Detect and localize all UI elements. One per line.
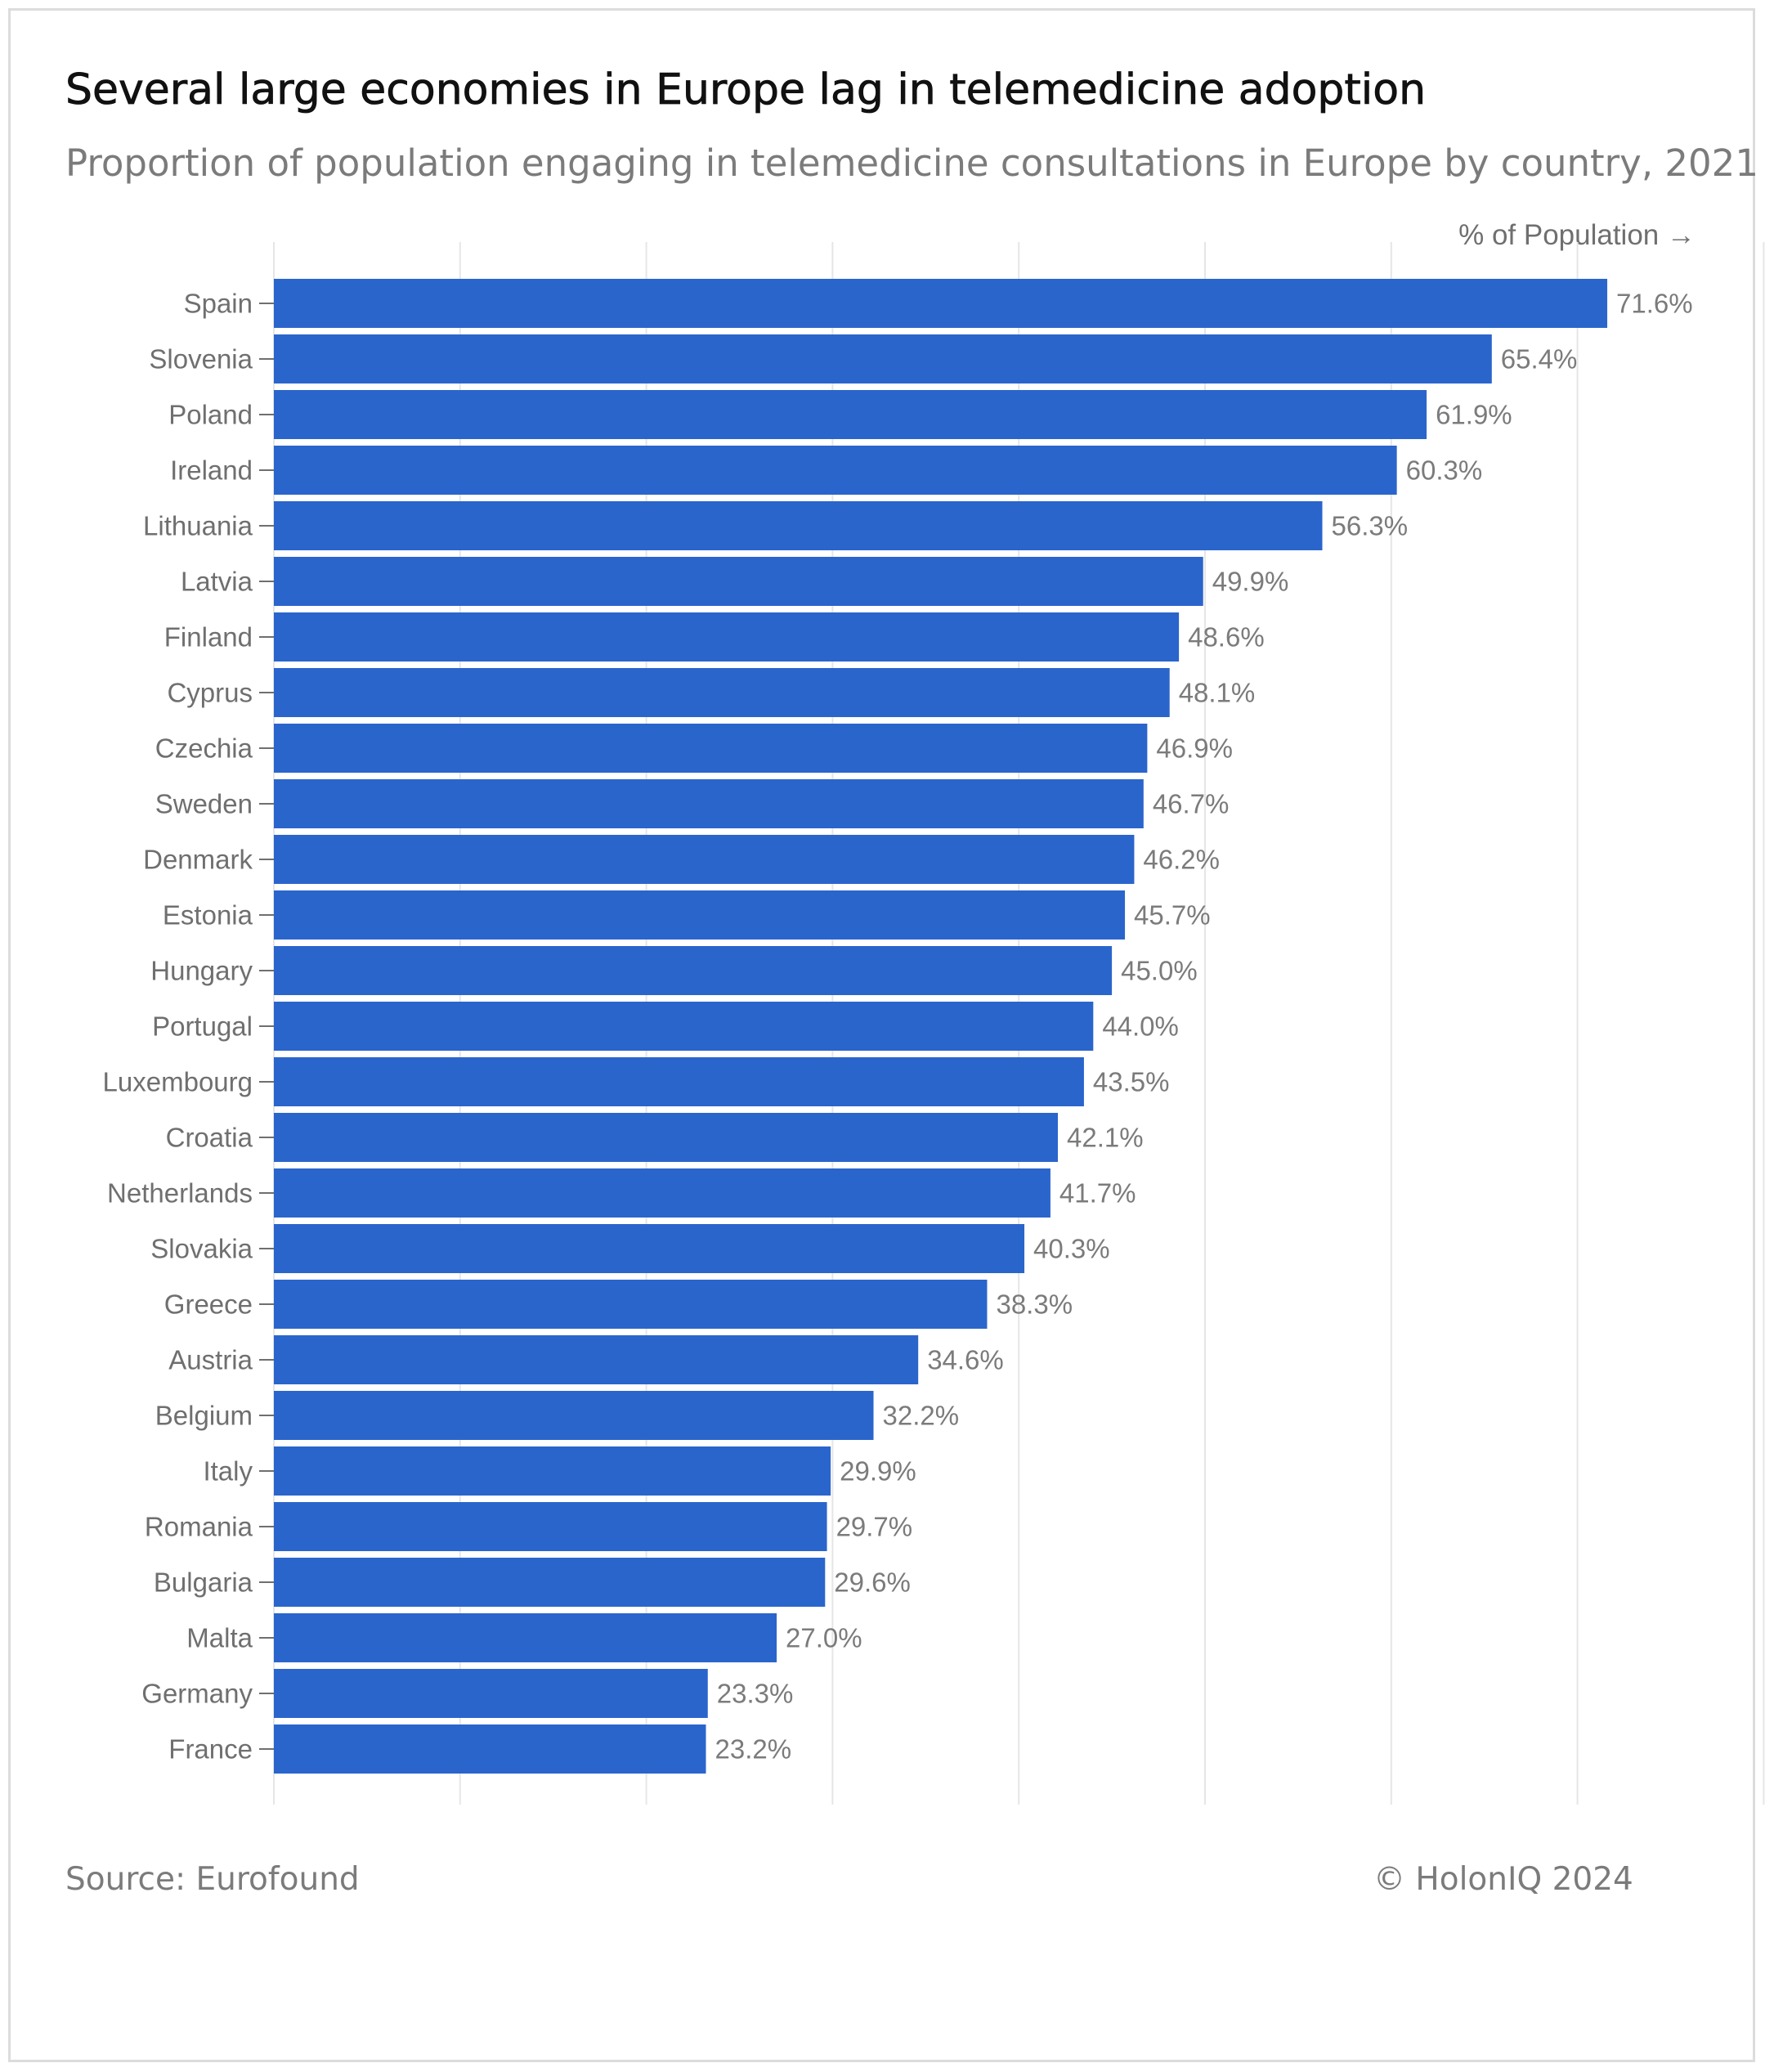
bar-estonia: [274, 890, 1126, 940]
category-ticks: [259, 303, 274, 1750]
category-label: Croatia: [166, 1123, 253, 1153]
category-label: Latvia: [181, 567, 253, 597]
bar-greece: [274, 1280, 988, 1329]
category-label: Germany: [141, 1679, 253, 1709]
bar-malta: [274, 1613, 777, 1662]
category-label: Denmark: [143, 845, 253, 875]
chart-frame: [8, 8, 1755, 2062]
category-label: Romania: [145, 1512, 253, 1542]
value-label: 48.6%: [1188, 622, 1265, 653]
category-label: Czechia: [155, 733, 253, 764]
category-label: Sweden: [155, 789, 253, 819]
value-label: 44.0%: [1102, 1011, 1179, 1042]
bar-germany: [274, 1669, 708, 1718]
category-label: Malta: [186, 1623, 253, 1653]
bar-netherlands: [274, 1168, 1050, 1218]
value-label: 34.6%: [927, 1345, 1004, 1375]
bar-italy: [274, 1446, 831, 1496]
bar-sweden: [274, 779, 1144, 828]
value-label: 46.7%: [1153, 789, 1230, 819]
value-label: 43.5%: [1093, 1067, 1170, 1097]
bar-ireland: [274, 446, 1397, 495]
bar-hungary: [274, 946, 1113, 995]
value-label: 48.1%: [1179, 678, 1256, 708]
value-label: 71.6%: [1616, 289, 1693, 319]
category-label: Cyprus: [167, 678, 253, 708]
bar-lithuania: [274, 501, 1323, 550]
value-label: 46.2%: [1143, 845, 1220, 875]
category-label: Slovakia: [150, 1234, 253, 1264]
bar-slovakia: [274, 1224, 1025, 1273]
category-label: Slovenia: [149, 344, 253, 374]
category-label: Spain: [184, 289, 253, 319]
category-label: Netherlands: [107, 1178, 253, 1209]
category-label: Finland: [164, 622, 253, 653]
bar-finland: [274, 612, 1180, 662]
value-label: 29.6%: [834, 1567, 911, 1598]
bar-denmark: [274, 835, 1135, 884]
bars: [274, 279, 1608, 1774]
value-label: 40.3%: [1033, 1234, 1110, 1264]
value-label: 38.3%: [996, 1289, 1073, 1320]
category-label: Bulgaria: [154, 1567, 253, 1598]
category-label: Greece: [164, 1289, 253, 1320]
category-label: Ireland: [170, 455, 253, 486]
value-label: 45.0%: [1121, 956, 1198, 986]
value-label: 46.9%: [1156, 733, 1233, 764]
value-label: 32.2%: [883, 1401, 960, 1431]
chart-subtitle: Proportion of population engaging in tel…: [65, 141, 1758, 185]
chart-title: Several large economies in Europe lag in…: [65, 65, 1427, 115]
category-label: Lithuania: [143, 511, 253, 541]
copyright-note: © HolonIQ 2024: [1373, 1861, 1633, 1898]
category-label: Luxembourg: [103, 1067, 253, 1097]
value-label: 56.3%: [1332, 511, 1409, 541]
value-label: 45.7%: [1134, 900, 1211, 931]
value-label: 65.4%: [1501, 344, 1578, 374]
bar-france: [274, 1724, 706, 1774]
labels: Spain 71.6% Slovenia 65.4% Poland 61.9% Irelan…: [103, 289, 1693, 1765]
bar-slovenia: [274, 334, 1492, 383]
value-label: 41.7%: [1059, 1178, 1136, 1209]
value-label: 29.7%: [836, 1512, 913, 1542]
value-label: 49.9%: [1212, 567, 1289, 597]
bar-belgium: [274, 1391, 874, 1440]
category-label: Belgium: [155, 1401, 253, 1431]
bar-cyprus: [274, 668, 1170, 717]
value-label: 60.3%: [1406, 455, 1483, 486]
bar-luxembourg: [274, 1057, 1084, 1106]
category-label: Estonia: [163, 900, 253, 931]
bar-poland: [274, 390, 1427, 439]
category-label: Hungary: [150, 956, 253, 986]
value-label: 23.2%: [715, 1734, 791, 1765]
value-label: 27.0%: [786, 1623, 862, 1653]
bar-romania: [274, 1502, 827, 1551]
bar-spain: [274, 279, 1608, 328]
bar-croatia: [274, 1113, 1059, 1162]
source-note: Source: Eurofound: [65, 1861, 360, 1898]
category-label: Italy: [203, 1456, 253, 1487]
category-label: Austria: [168, 1345, 253, 1375]
category-label: Poland: [168, 400, 253, 430]
value-label: 42.1%: [1067, 1123, 1144, 1153]
bar-austria: [274, 1335, 919, 1384]
value-label: 29.9%: [840, 1456, 916, 1487]
category-label: France: [168, 1734, 253, 1765]
category-label: Portugal: [152, 1011, 253, 1042]
bar-czechia: [274, 724, 1148, 773]
bar-latvia: [274, 557, 1203, 606]
bar-bulgaria: [274, 1558, 826, 1607]
bar-portugal: [274, 1002, 1094, 1051]
value-label: 61.9%: [1436, 400, 1512, 430]
value-label: 23.3%: [717, 1679, 794, 1709]
